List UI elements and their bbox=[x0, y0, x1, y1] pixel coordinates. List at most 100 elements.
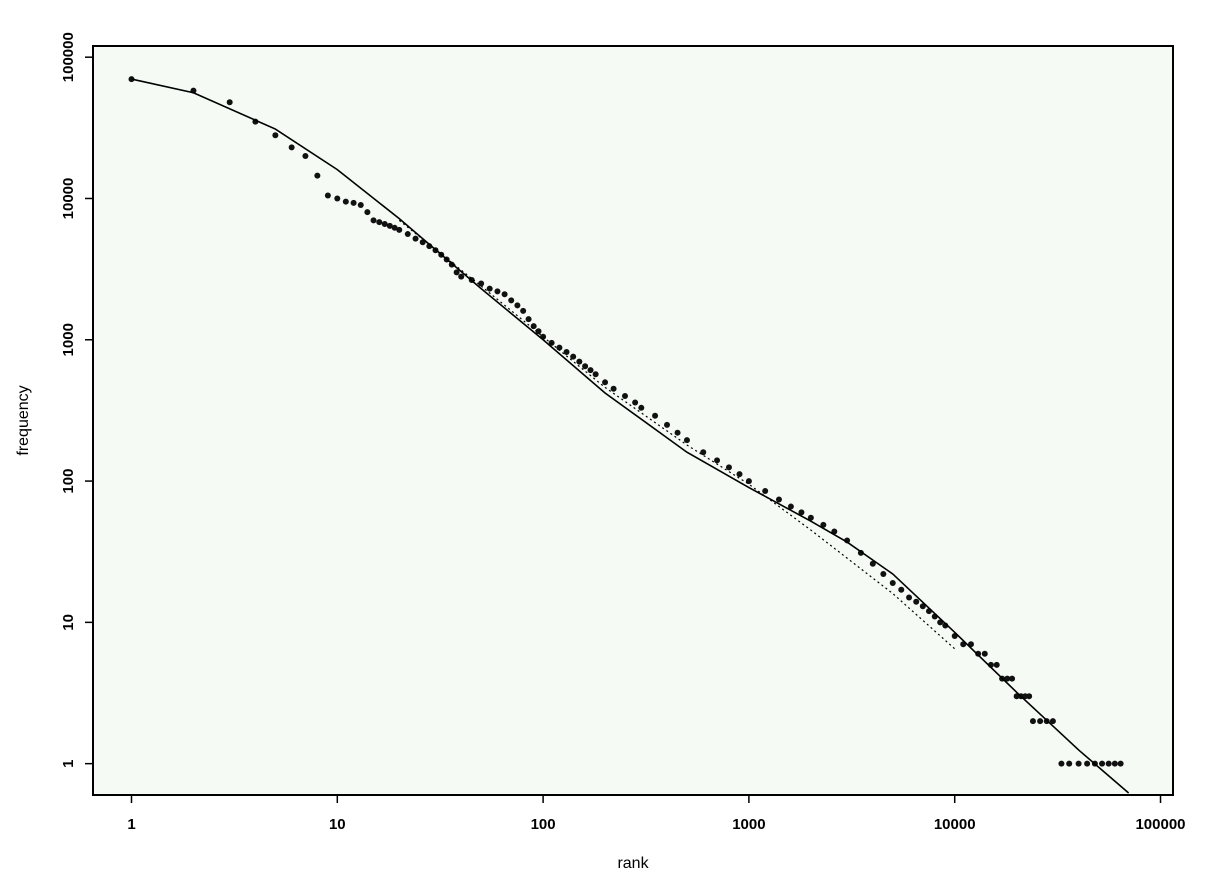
data-point-28 bbox=[453, 269, 460, 276]
data-point-12 bbox=[357, 201, 364, 208]
data-point-53 bbox=[632, 399, 639, 406]
data-point-16 bbox=[381, 220, 388, 227]
data-point-55 bbox=[652, 412, 659, 419]
data-point-93 bbox=[1009, 675, 1016, 682]
data-point-110 bbox=[1117, 760, 1124, 767]
data-point-51 bbox=[610, 385, 617, 392]
y-tick-label-3: 1000 bbox=[60, 323, 77, 356]
data-point-60 bbox=[714, 457, 721, 464]
x-tick-label-3: 1000 bbox=[732, 816, 765, 833]
data-point-104 bbox=[1075, 760, 1082, 767]
data-point-61 bbox=[725, 464, 732, 471]
data-point-13 bbox=[364, 209, 371, 216]
data-point-64 bbox=[762, 488, 769, 495]
plot-frame bbox=[92, 45, 1174, 796]
data-point-40 bbox=[535, 328, 542, 335]
data-point-29 bbox=[458, 273, 465, 280]
data-point-108 bbox=[1105, 760, 1112, 767]
data-point-109 bbox=[1111, 760, 1118, 767]
data-point-46 bbox=[576, 358, 583, 365]
data-point-62 bbox=[736, 471, 743, 478]
data-point-99 bbox=[1037, 718, 1044, 725]
y-tick-label-5: 100000 bbox=[60, 32, 77, 82]
data-point-6 bbox=[302, 152, 309, 159]
data-point-14 bbox=[370, 217, 377, 224]
data-point-58 bbox=[683, 437, 690, 444]
y-tick-label-2: 100 bbox=[60, 469, 77, 494]
data-point-88 bbox=[981, 650, 988, 657]
data-point-4 bbox=[272, 132, 279, 139]
fit-curve bbox=[131, 78, 1130, 794]
data-point-15 bbox=[376, 219, 383, 226]
data-point-35 bbox=[508, 297, 515, 304]
data-point-9 bbox=[334, 195, 341, 202]
data-point-19 bbox=[396, 226, 403, 233]
data-point-69 bbox=[820, 521, 827, 528]
data-point-107 bbox=[1099, 760, 1106, 767]
data-point-49 bbox=[592, 371, 599, 378]
data-point-36 bbox=[514, 302, 521, 309]
data-point-78 bbox=[913, 598, 920, 605]
series-layer bbox=[128, 76, 1130, 794]
data-point-38 bbox=[525, 316, 532, 323]
data-point-5 bbox=[288, 144, 295, 151]
data-point-56 bbox=[664, 421, 671, 428]
data-point-43 bbox=[556, 344, 563, 351]
data-point-50 bbox=[602, 379, 609, 386]
x-axis-title: rank bbox=[617, 855, 649, 872]
data-point-101 bbox=[1049, 718, 1056, 725]
data-point-33 bbox=[494, 288, 501, 295]
data-point-77 bbox=[906, 594, 913, 601]
data-point-103 bbox=[1066, 760, 1073, 767]
data-point-32 bbox=[486, 285, 493, 292]
data-point-54 bbox=[638, 404, 645, 411]
data-point-18 bbox=[391, 224, 398, 231]
data-point-73 bbox=[869, 560, 876, 567]
data-point-92 bbox=[1004, 675, 1011, 682]
data-point-10 bbox=[342, 198, 349, 205]
reference-line bbox=[398, 219, 956, 650]
data-point-11 bbox=[350, 199, 357, 206]
data-point-76 bbox=[898, 586, 905, 593]
data-point-31 bbox=[478, 280, 485, 287]
data-point-37 bbox=[520, 307, 527, 314]
y-tick-label-4: 10000 bbox=[60, 178, 77, 220]
data-point-47 bbox=[582, 363, 589, 370]
data-point-68 bbox=[807, 514, 814, 521]
data-point-42 bbox=[548, 339, 555, 346]
x-tick-label-2: 100 bbox=[531, 816, 556, 833]
data-point-59 bbox=[700, 449, 707, 456]
data-point-102 bbox=[1058, 760, 1065, 767]
data-point-52 bbox=[622, 393, 628, 399]
data-point-90 bbox=[993, 661, 1000, 668]
data-point-75 bbox=[889, 579, 896, 586]
axis-layer: 1 10 100 1000 10000 100000 1 10 100 1000 10000 1000… bbox=[60, 32, 1186, 833]
data-point-34 bbox=[501, 291, 508, 298]
data-point-98 bbox=[1029, 718, 1036, 725]
data-point-7 bbox=[314, 172, 321, 179]
x-tick-label-5: 100000 bbox=[1135, 816, 1185, 833]
data-point-66 bbox=[787, 503, 794, 510]
x-tick-label-0: 1 bbox=[127, 816, 135, 833]
data-point-97 bbox=[1026, 693, 1033, 700]
data-point-57 bbox=[674, 429, 681, 436]
y-axis-title: frequency bbox=[15, 385, 32, 455]
plot-background bbox=[93, 46, 1173, 795]
data-point-20 bbox=[404, 231, 411, 238]
data-point-67 bbox=[798, 509, 805, 516]
data-point-48 bbox=[587, 367, 594, 374]
data-point-21 bbox=[412, 235, 419, 242]
data-point-74 bbox=[880, 570, 887, 577]
data-point-87 bbox=[975, 650, 982, 657]
data-point-39 bbox=[530, 323, 537, 330]
y-tick-label-0: 1 bbox=[60, 759, 77, 767]
x-tick-label-4: 10000 bbox=[934, 816, 976, 833]
data-point-65 bbox=[775, 496, 782, 503]
x-tick-label-1: 10 bbox=[329, 816, 346, 833]
data-point-45 bbox=[570, 353, 577, 360]
data-point-17 bbox=[386, 222, 393, 229]
data-point-2 bbox=[226, 99, 233, 106]
data-point-44 bbox=[563, 348, 570, 355]
data-point-8 bbox=[324, 192, 331, 199]
